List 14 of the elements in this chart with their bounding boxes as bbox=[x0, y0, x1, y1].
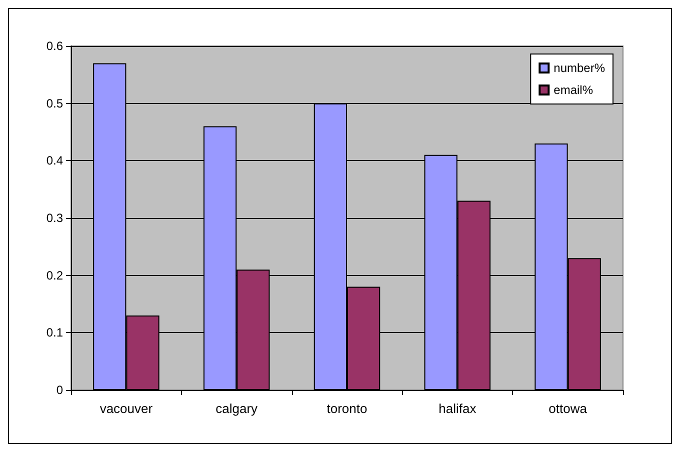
legend-label: email% bbox=[554, 83, 594, 97]
x-tick-label: vacouver bbox=[100, 401, 154, 416]
y-tick-label: 0.3 bbox=[46, 211, 64, 225]
x-tick-label: ottowa bbox=[548, 401, 588, 416]
x-tick-label: calgary bbox=[216, 401, 258, 416]
legend-label: number% bbox=[554, 61, 606, 75]
y-tick-label: 0.4 bbox=[46, 154, 64, 168]
y-tick-label: 0 bbox=[56, 383, 64, 397]
x-tick-label: halifax bbox=[438, 401, 477, 416]
y-tick-label: 0.5 bbox=[46, 96, 64, 110]
y-tick-label: 0.1 bbox=[46, 326, 64, 340]
y-tick-label: 0.2 bbox=[46, 268, 64, 282]
y-tick-label: 0.6 bbox=[46, 39, 64, 53]
x-tick-label: toronto bbox=[326, 401, 368, 416]
